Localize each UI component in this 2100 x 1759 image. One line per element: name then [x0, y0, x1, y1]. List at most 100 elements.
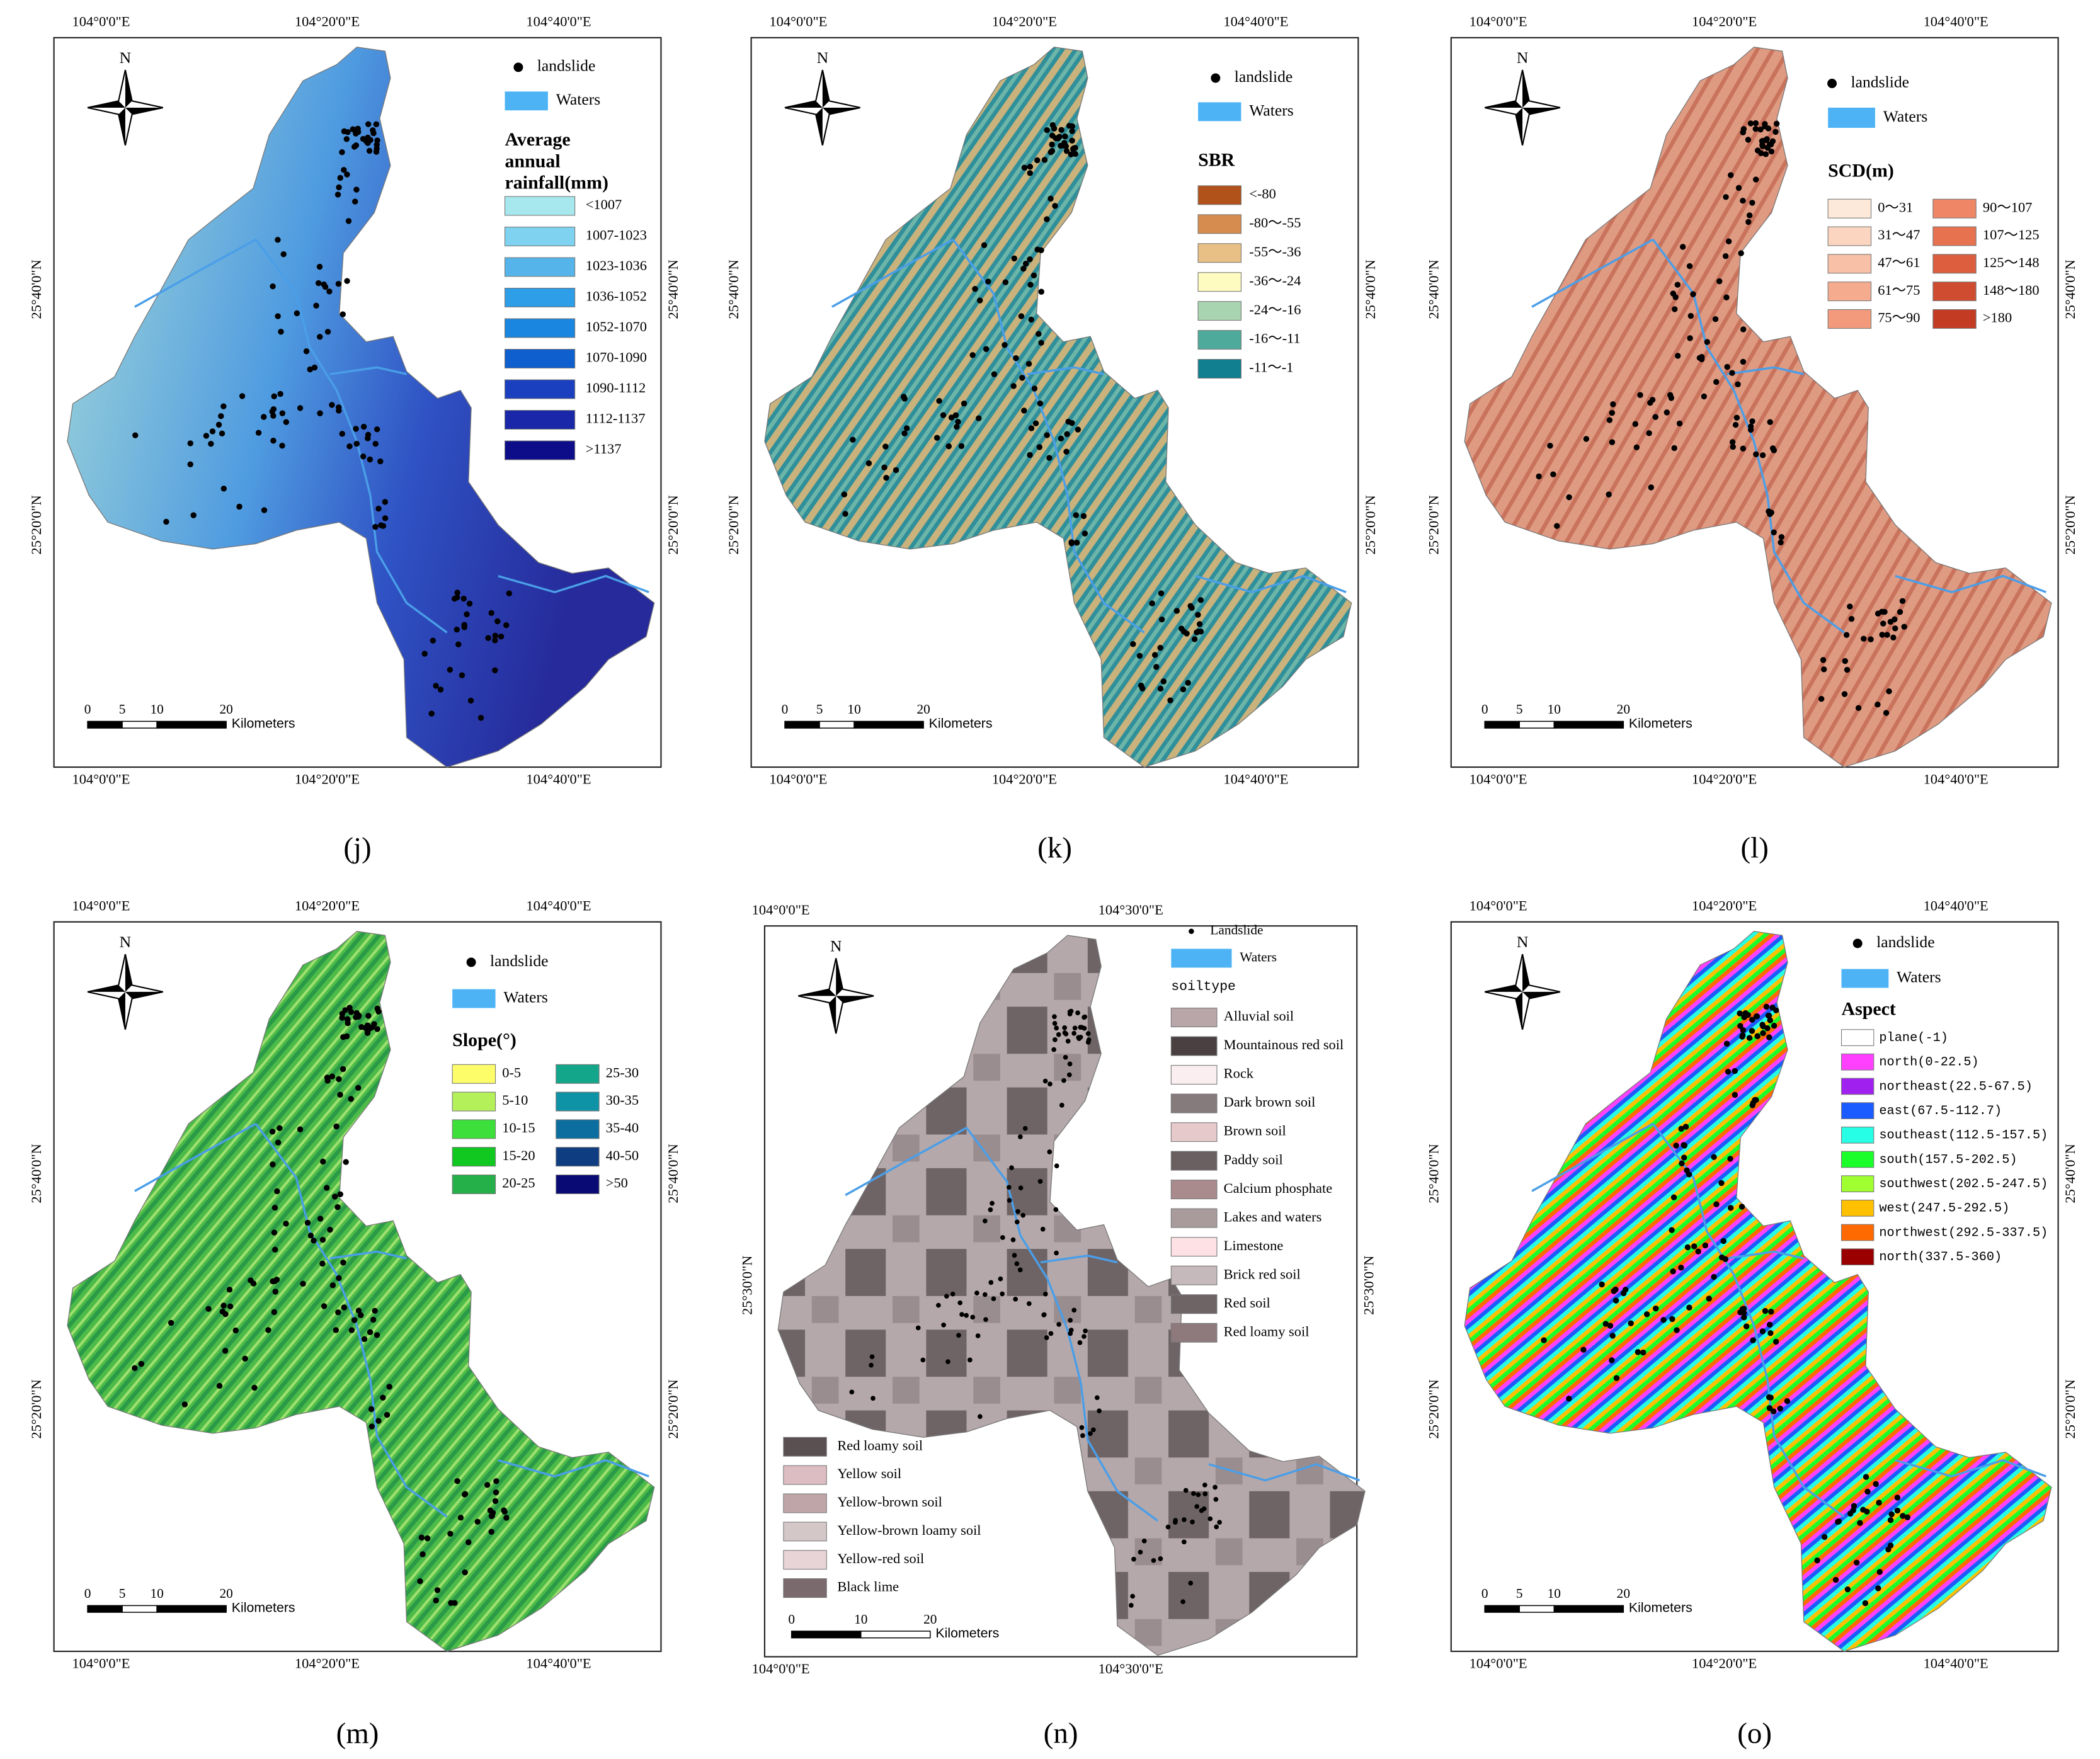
scale-label: 10	[150, 702, 163, 717]
landslide-point	[277, 390, 283, 397]
landslide-point	[386, 1384, 392, 1390]
landslide-point	[340, 1066, 346, 1073]
landslide-point	[1052, 203, 1058, 209]
landslide-point	[1740, 326, 1747, 333]
scale-label: 5	[119, 702, 126, 717]
landslide-point	[1762, 121, 1768, 127]
landslide-point	[842, 511, 848, 517]
landslide-point	[1737, 1309, 1743, 1316]
longitude-label: 104°20'0"E	[295, 897, 360, 913]
latitude-label: 25°40'0"N	[28, 259, 44, 319]
north-arrow: N	[1485, 48, 1561, 146]
landslide-point	[1172, 1520, 1178, 1525]
scale-label: 5	[119, 1586, 126, 1601]
landslide-point	[1857, 1520, 1863, 1526]
legend-label: east(67.5-112.7)	[1879, 1104, 2002, 1119]
landslide-point	[1663, 409, 1670, 416]
landslide-point	[335, 281, 342, 287]
landslide-point	[1042, 1291, 1048, 1297]
landslide-point	[1207, 1516, 1213, 1522]
landslide-point	[1842, 657, 1848, 664]
landslide-point	[1766, 1321, 1773, 1328]
landslide-point	[990, 1200, 995, 1206]
landslide-point	[326, 288, 333, 295]
scale-label: 10	[847, 702, 860, 717]
landslide-point	[324, 1074, 331, 1081]
compass-star-shade	[1485, 954, 1560, 1030]
landslide-point	[1554, 523, 1560, 529]
legend-swatch	[556, 1064, 600, 1084]
longitude-label: 104°20'0"E	[295, 1656, 360, 1671]
landslide-point	[1861, 635, 1867, 642]
landslide-point	[991, 1296, 996, 1302]
landslide-point	[1027, 163, 1034, 170]
landslide-point	[1894, 1507, 1901, 1514]
landslide-point	[1725, 1068, 1732, 1075]
landslide-point	[1541, 1337, 1547, 1343]
landslide-point	[351, 1317, 358, 1323]
landslide-point	[382, 515, 389, 521]
landslide-point	[345, 1016, 351, 1023]
landslide-point	[355, 1307, 362, 1314]
landslide-point	[1674, 282, 1681, 288]
landslide-point	[1886, 688, 1892, 695]
legend-title: soiltype	[1171, 979, 1236, 994]
landslide-point	[337, 1191, 344, 1197]
legend-label: 0-5	[502, 1064, 521, 1080]
legend-swatch	[1827, 309, 1872, 329]
legend-label: 15-20	[502, 1147, 535, 1163]
landslide-point	[1068, 1318, 1073, 1323]
landslide-point	[920, 1357, 926, 1363]
landslide-point	[1875, 1585, 1881, 1591]
landslide-point	[1007, 1198, 1012, 1203]
landslide-point	[1701, 393, 1708, 400]
landslide-point	[1097, 1408, 1102, 1414]
landslide-point	[1062, 134, 1068, 140]
scale-bar-segment	[1519, 1605, 1555, 1613]
landslide-point	[1000, 1235, 1005, 1240]
legend-label: northwest(292.5-337.5)	[1879, 1226, 2048, 1240]
legend-swatch	[1197, 301, 1241, 321]
landslide-point	[1602, 1321, 1609, 1327]
landslide-point	[1648, 484, 1655, 491]
landslide-point	[1742, 1010, 1749, 1016]
landslide-point	[1897, 608, 1903, 615]
landslide-legend-symbol	[466, 957, 476, 967]
landslide-point	[1875, 610, 1881, 617]
landslide-point	[1670, 290, 1677, 297]
landslide-point	[1739, 1033, 1745, 1040]
landslide-legend-label: landslide	[1235, 67, 1293, 86]
legend-label: Paddy soil	[1224, 1151, 1283, 1167]
scale-bar-segment	[1553, 720, 1624, 729]
landslide-point	[1157, 685, 1164, 692]
map-panel: N 104°0'0"E 104°20'0"E 104°40'0"E 104°0'0"E 1…	[726, 13, 1378, 787]
landslide-point	[1609, 409, 1616, 416]
landslide-point	[1851, 1503, 1857, 1509]
landslide-point	[1049, 141, 1055, 148]
landslide-point	[270, 1161, 276, 1168]
landslide-point	[991, 371, 998, 377]
landslide-point	[1028, 425, 1035, 431]
landslide-point	[1892, 616, 1898, 623]
landslide-point	[969, 352, 976, 358]
landslide-point	[1682, 1124, 1689, 1130]
landslide-point	[274, 1188, 280, 1195]
landslide-point	[1729, 439, 1736, 445]
landslide-point	[380, 1394, 386, 1401]
landslide-point	[1767, 1394, 1774, 1401]
landslide-point	[1750, 1337, 1756, 1343]
legend-swatch	[504, 196, 576, 216]
landslide-point	[1090, 1427, 1096, 1433]
landslide-point	[1151, 1557, 1156, 1563]
landslide-point	[1753, 1096, 1759, 1103]
landslide-point	[374, 1332, 380, 1338]
scale-label: 10	[1548, 702, 1561, 717]
river	[1895, 574, 2046, 594]
legend-label: Calcium phosphate	[1224, 1180, 1333, 1196]
north-arrow: N	[87, 48, 163, 146]
longitude-label: 104°0'0"E	[1469, 13, 1527, 29]
legend-label: Brick red soil	[1224, 1266, 1301, 1282]
landslide-point	[492, 637, 498, 644]
landslide-point	[421, 651, 428, 657]
landslide-point	[1202, 1491, 1208, 1496]
